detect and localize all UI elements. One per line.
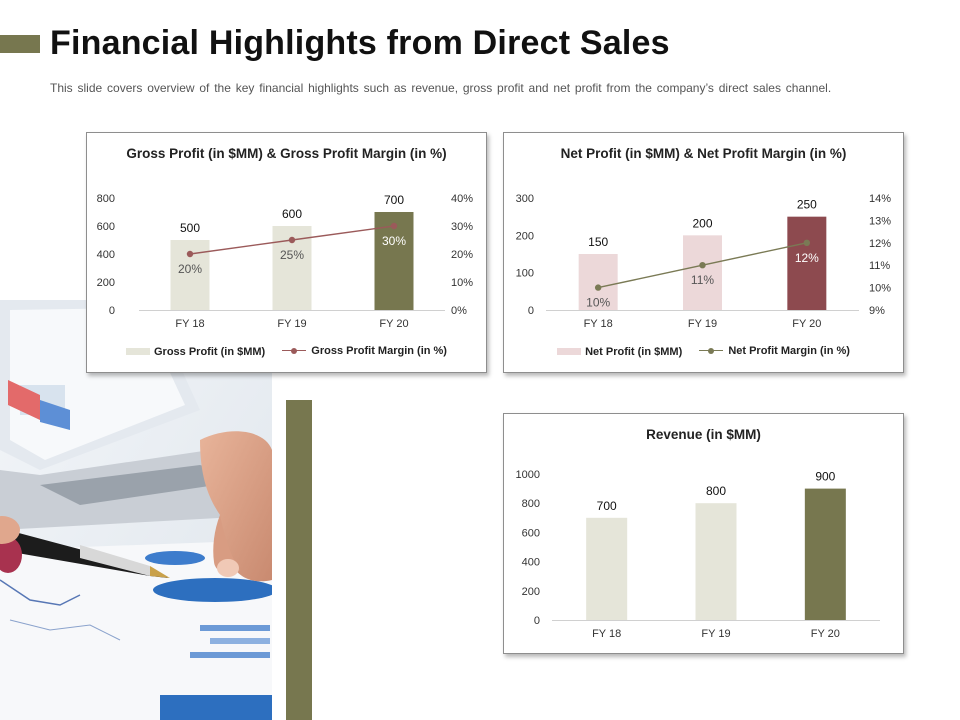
margin-point xyxy=(803,239,811,246)
legend-bar-swatch xyxy=(557,348,582,355)
bar xyxy=(695,503,737,620)
y-tick-label: 200 xyxy=(522,586,540,598)
margin-point xyxy=(390,222,398,230)
bar xyxy=(586,517,628,620)
revenue-chart-title: Revenue (in $MM) xyxy=(646,427,761,442)
bar-value-label: 500 xyxy=(180,221,200,235)
margin-value-label: 25% xyxy=(280,248,304,262)
y-tick-label: 600 xyxy=(522,527,540,539)
legend-line-swatch xyxy=(282,347,307,355)
y-tick-label: 400 xyxy=(97,249,115,261)
revenue-chart-card: Revenue (in $MM) 0 200 400 600 800 1000 700 FY … xyxy=(503,413,904,654)
y2-tick-label: 30% xyxy=(451,221,473,233)
x-tick-label: FY 20 xyxy=(792,318,821,330)
y-tick-label: 800 xyxy=(522,498,540,510)
y2-tick-label: 13% xyxy=(869,215,891,227)
y2-tick-label: 0% xyxy=(451,305,467,317)
x-tick-label: FY 18 xyxy=(175,318,204,330)
y-tick-label: 100 xyxy=(516,268,534,280)
gross-profit-chart-card: Gross Profit (in $MM) & Gross Profit Mar… xyxy=(86,132,487,373)
y-tick-label: 0 xyxy=(109,305,115,317)
margin-point xyxy=(699,262,706,269)
legend-gross-margin: Gross Profit Margin (in %) xyxy=(282,345,447,357)
bar-value-label: 600 xyxy=(282,207,302,221)
x-tick-label: FY 18 xyxy=(592,628,621,640)
y-tick-label: 800 xyxy=(97,193,115,205)
y-tick-label: 0 xyxy=(534,615,540,627)
legend-line-swatch xyxy=(699,347,724,355)
legend-gross-profit-label: Gross Profit (in $MM) xyxy=(154,345,266,358)
bar-value-label: 700 xyxy=(384,193,404,207)
bar-value-label: 150 xyxy=(588,235,608,249)
x-tick-label: FY 18 xyxy=(584,318,613,330)
y2-tick-label: 9% xyxy=(869,305,885,317)
margin-point xyxy=(594,284,602,291)
y2-tick-label: 20% xyxy=(451,249,473,261)
bar xyxy=(787,216,827,310)
gross-profit-chart-title: Gross Profit (in $MM) & Gross Profit Mar… xyxy=(126,146,447,161)
y2-tick-label: 14% xyxy=(869,193,891,205)
bar-value-label: 900 xyxy=(815,470,835,484)
margin-value-label: 20% xyxy=(178,262,202,276)
y2-tick-label: 10% xyxy=(869,283,891,295)
bar-value-label: 200 xyxy=(692,216,712,230)
margin-value-label: 12% xyxy=(795,251,819,265)
x-tick-label: FY 19 xyxy=(277,318,306,330)
y2-tick-label: 11% xyxy=(869,260,890,272)
margin-point xyxy=(186,250,194,258)
net-profit-legend: Net Profit (in $MM) Net Profit Margin (i… xyxy=(504,345,903,358)
legend-net-profit: Net Profit (in $MM) xyxy=(557,346,682,358)
page-title: Financial Highlights from Direct Sales xyxy=(50,24,670,62)
x-tick-label: FY 20 xyxy=(379,318,408,330)
y-tick-label: 1000 xyxy=(516,469,540,481)
net-profit-chart-card: Net Profit (in $MM) & Net Profit Margin … xyxy=(503,132,904,373)
margin-value-label: 11% xyxy=(691,273,714,287)
y-tick-label: 200 xyxy=(516,230,534,242)
bar-value-label: 700 xyxy=(597,499,617,513)
legend-net-margin-label: Net Profit Margin (in %) xyxy=(728,345,850,357)
margin-value-label: 10% xyxy=(586,296,610,310)
y-tick-label: 600 xyxy=(97,221,115,233)
y-tick-label: 200 xyxy=(97,277,115,289)
x-tick-label: FY 19 xyxy=(688,318,717,330)
margin-point xyxy=(288,236,296,244)
legend-gross-margin-label: Gross Profit Margin (in %) xyxy=(311,345,447,357)
revenue-chart: 0 200 400 600 800 1000 700 FY 18 800 FY 19 900 FY 2… xyxy=(516,469,880,640)
y2-tick-label: 12% xyxy=(869,238,891,250)
y-tick-label: 400 xyxy=(522,557,540,569)
bar xyxy=(578,254,618,310)
x-tick-label: FY 20 xyxy=(811,628,840,640)
page-subtitle: This slide covers overview of the key fi… xyxy=(50,81,832,95)
bar xyxy=(804,488,846,620)
bar xyxy=(683,235,722,310)
legend-net-profit-label: Net Profit (in $MM) xyxy=(585,345,683,358)
legend-bar-swatch xyxy=(126,348,150,355)
y-tick-label: 0 xyxy=(528,305,534,317)
net-profit-chart: 0 100 200 300 9% 10% 11% 12% 13% 14% 150 FY 18 200 FY… xyxy=(516,193,892,330)
gross-profit-chart: 0 200 400 600 800 0% 10% 20% 30% 40% 500 FY 18 600 FY… xyxy=(97,193,474,330)
vertical-accent-bar xyxy=(286,400,312,720)
bar-value-label: 250 xyxy=(797,198,817,212)
y2-tick-label: 40% xyxy=(451,193,473,205)
x-tick-label: FY 19 xyxy=(701,628,730,640)
net-profit-chart-title: Net Profit (in $MM) & Net Profit Margin … xyxy=(560,146,847,161)
gross-profit-legend: Gross Profit (in $MM) Gross Profit Margi… xyxy=(87,345,486,358)
bar-value-label: 800 xyxy=(706,484,726,498)
margin-value-label: 30% xyxy=(382,234,406,248)
title-accent-bar xyxy=(0,35,40,53)
y-tick-label: 300 xyxy=(516,193,534,205)
legend-gross-profit: Gross Profit (in $MM) xyxy=(126,346,265,358)
legend-net-margin: Net Profit Margin (in %) xyxy=(699,345,850,357)
y2-tick-label: 10% xyxy=(451,277,473,289)
